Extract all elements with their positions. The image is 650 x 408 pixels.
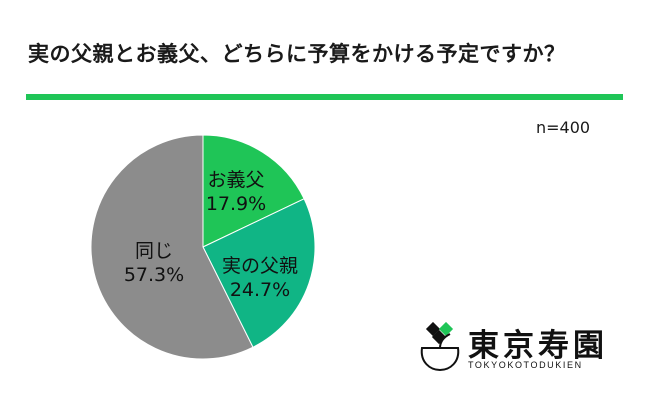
brand-name: 東京寿園 xyxy=(468,328,608,364)
title-divider xyxy=(26,94,623,100)
pie-slice xyxy=(202,198,316,348)
chart-title: 実の父親とお義父、どちらに予算をかける予定ですか？ xyxy=(28,42,566,66)
pie-slices xyxy=(90,134,316,360)
slice-category-label: 実の父親 xyxy=(222,255,298,277)
pie-slice xyxy=(202,134,305,248)
pie-slice xyxy=(90,134,254,360)
slice-value-label: 24.7% xyxy=(230,279,290,301)
brand-logo: 東京寿園 TOKYOKOTODUKIEN xyxy=(416,320,631,380)
slice-category-label: 同じ xyxy=(135,240,173,262)
slice-category-label: お義父 xyxy=(207,169,264,191)
brand-roman-name: TOKYOKOTODUKIEN xyxy=(468,360,583,370)
kettle-leaf-icon xyxy=(420,322,460,372)
slice-value-label: 57.3% xyxy=(124,264,184,286)
sample-size-label: n=400 xyxy=(536,118,591,137)
slice-value-label: 17.9% xyxy=(206,193,266,215)
